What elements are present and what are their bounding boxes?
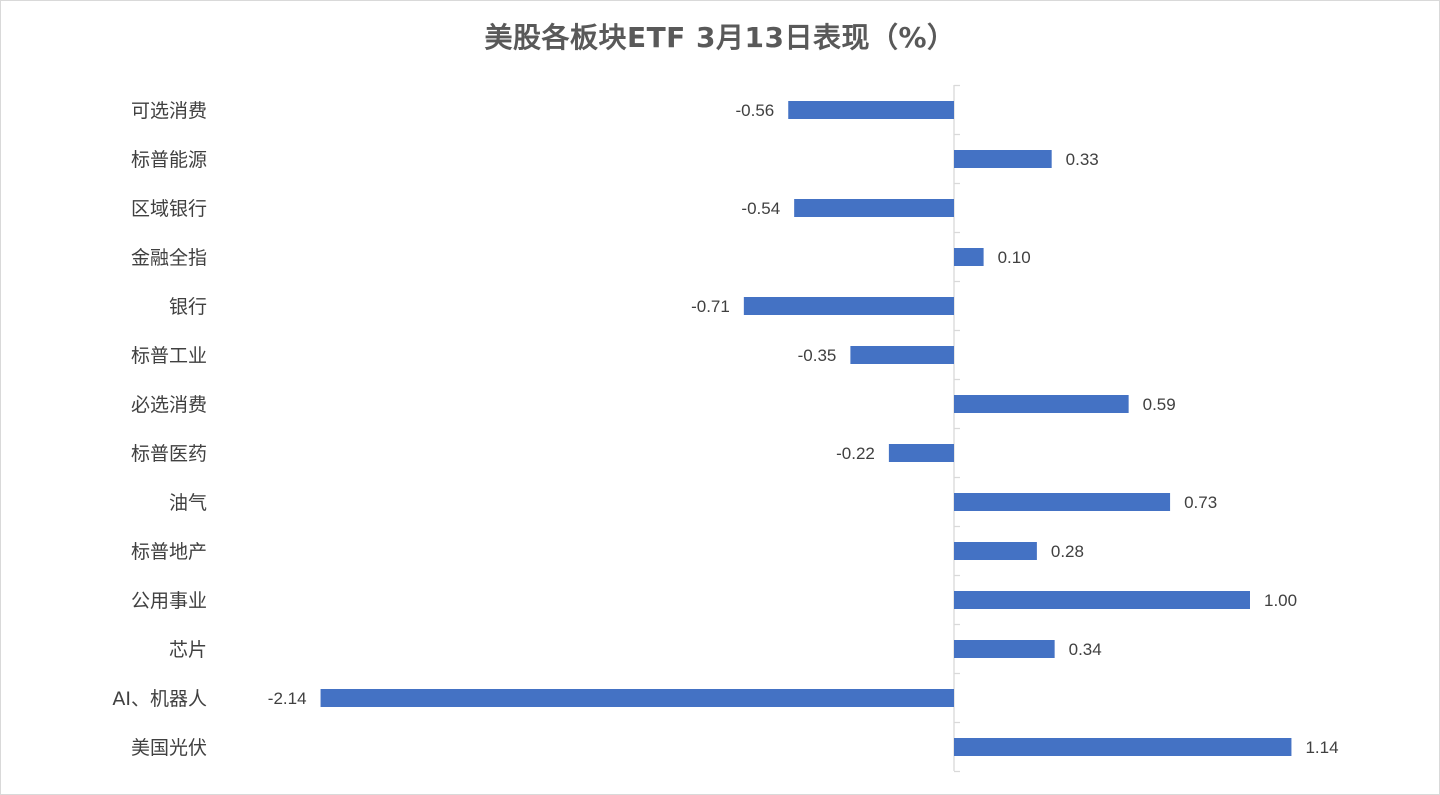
bar <box>954 738 1292 756</box>
category-label: 标普能源 <box>131 149 207 171</box>
data-label: 0.10 <box>998 248 1031 267</box>
bar <box>954 248 984 266</box>
data-label: -2.14 <box>268 689 307 708</box>
category-label: 银行 <box>169 296 207 318</box>
category-label: 标普医药 <box>131 443 207 465</box>
data-label: -0.35 <box>798 346 837 365</box>
bar <box>954 493 1171 511</box>
bar <box>320 689 954 707</box>
category-label: 油气 <box>169 492 207 514</box>
category-label: 金融全指 <box>131 247 207 269</box>
data-label: 0.73 <box>1184 493 1217 512</box>
bar <box>954 591 1250 609</box>
data-label: 0.28 <box>1051 542 1084 561</box>
bar <box>888 444 954 462</box>
data-label: 0.34 <box>1069 640 1102 659</box>
category-label: 可选消费 <box>131 100 207 122</box>
bar <box>788 101 954 119</box>
category-label: 区域银行 <box>131 198 207 220</box>
chart-title: 美股各板块ETF 3月13日表现（%） <box>484 21 956 54</box>
data-label: 1.00 <box>1264 591 1297 610</box>
category-label: 标普工业 <box>131 345 207 367</box>
data-label: -0.54 <box>741 199 780 218</box>
bar <box>743 297 954 315</box>
category-label: 标普地产 <box>131 541 207 563</box>
category-label: 美国光伏 <box>131 737 207 759</box>
category-label: 必选消费 <box>131 394 207 416</box>
data-label: 0.59 <box>1143 395 1176 414</box>
category-label: 芯片 <box>169 639 207 661</box>
category-label: 公用事业 <box>131 590 207 612</box>
category-label: AI、机器人 <box>112 688 207 710</box>
bar <box>954 542 1037 560</box>
data-label: -0.71 <box>691 297 730 316</box>
bar <box>954 640 1055 658</box>
bar <box>954 395 1129 413</box>
bar <box>954 150 1052 168</box>
bar <box>850 346 954 364</box>
data-label: -0.22 <box>836 444 875 463</box>
data-label: 0.33 <box>1066 150 1099 169</box>
data-label: 1.14 <box>1305 738 1338 757</box>
data-label: -0.56 <box>735 101 774 120</box>
bar <box>794 199 954 217</box>
